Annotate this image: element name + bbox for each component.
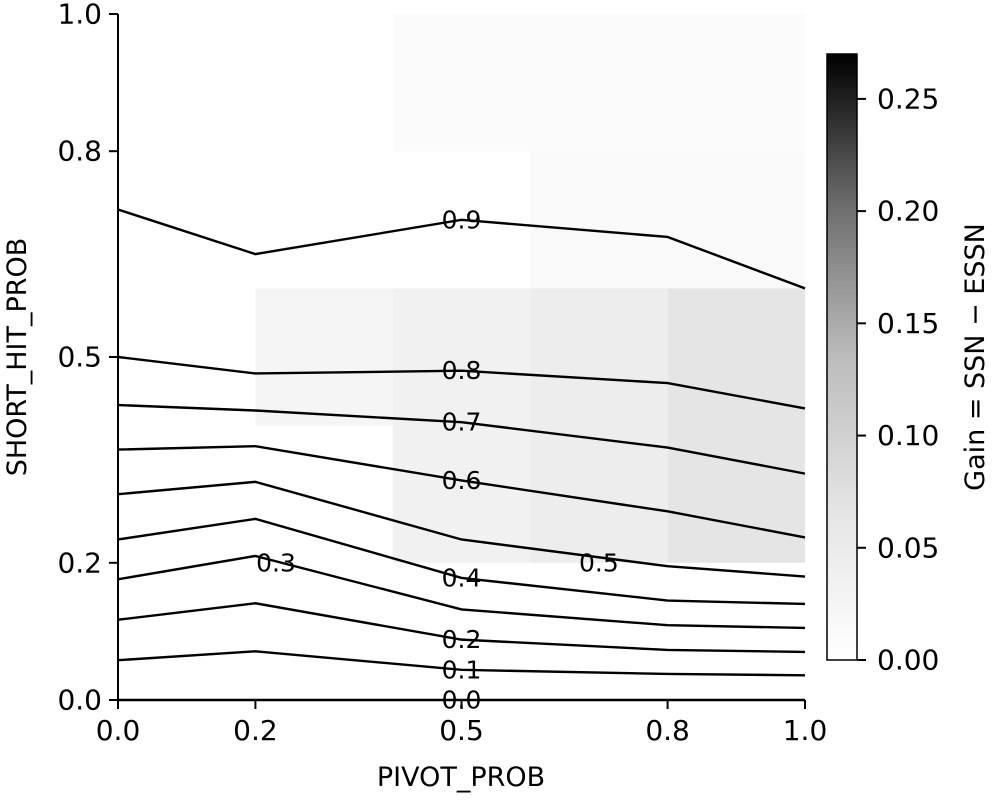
gain-cell-3	[255, 288, 393, 426]
colorbar-tick-label: 0.00	[877, 644, 939, 677]
gain-cell-0	[392, 14, 531, 152]
y-tick-label: 0.2	[57, 546, 102, 579]
x-axis-ticks: 0.0 0.2 0.5 0.8 1.0	[96, 700, 828, 747]
contour-label-0.4: 0.4	[442, 563, 482, 592]
gain-cell-5	[530, 288, 668, 563]
contour-line-0.3	[117, 554, 806, 630]
colorbar-gradient	[826, 53, 858, 661]
x-tick-label: 0.8	[645, 714, 690, 747]
contour-label-0.7: 0.7	[442, 408, 482, 437]
x-tick-label: 0.0	[96, 714, 141, 747]
contour-line-0.6	[117, 444, 806, 539]
contour-line-0.7	[117, 403, 806, 475]
colorbar-tick-label: 0.05	[877, 531, 939, 564]
gain-cell-6	[667, 288, 805, 563]
y-tick-label: 0.5	[57, 341, 102, 374]
contour-label-0.5: 0.5	[579, 548, 619, 577]
colorbar-title: Gain = SSN − ESSN	[960, 223, 991, 491]
y-tick-label: 0.8	[57, 135, 102, 168]
gain-heatmap	[255, 14, 805, 563]
colorbar-tick-label: 0.15	[877, 307, 939, 340]
contour-line-0.4	[117, 517, 806, 606]
contour-line-0.1	[117, 650, 806, 677]
x-tick-label: 0.2	[233, 714, 278, 747]
contour-line-0.2	[117, 602, 806, 654]
gain-cell-1	[530, 14, 805, 152]
contour-line-0.5	[117, 480, 806, 578]
y-axis-title: SHORT_HIT_PROB	[2, 238, 33, 477]
contour-line-0.8	[117, 355, 806, 410]
colorbar-tick-label: 0.10	[877, 419, 939, 452]
contour-line-0.9	[117, 208, 806, 290]
gain-cell-2	[530, 151, 805, 289]
contour-label-0.3: 0.3	[256, 548, 296, 577]
y-axis-ticks: 0.0 0.2 0.5 0.8 1.0	[57, 0, 118, 717]
contour-label-0.1: 0.1	[442, 655, 482, 684]
colorbar-ticks: 0.00 0.05 0.10 0.15 0.20 0.25	[857, 82, 939, 677]
y-tick-label: 1.0	[57, 0, 102, 31]
x-axis-title: PIVOT_PROB	[377, 762, 545, 793]
colorbar: 0.00 0.05 0.10 0.15 0.20 0.25 Gain = SSN − ES…	[826, 53, 991, 677]
contour-label-0.6: 0.6	[442, 466, 482, 495]
contour-label-0.9: 0.9	[442, 205, 482, 234]
y-tick-label: 0.0	[57, 684, 102, 717]
contour-lines	[117, 208, 806, 702]
x-tick-label: 1.0	[783, 714, 828, 747]
contour-label-0.8: 0.8	[442, 356, 482, 385]
x-tick-label: 0.5	[439, 714, 484, 747]
colorbar-tick-label: 0.20	[877, 195, 939, 228]
colorbar-tick-label: 0.25	[877, 82, 939, 115]
contour-label-0.2: 0.2	[442, 625, 482, 654]
gain-cell-4	[392, 288, 531, 563]
